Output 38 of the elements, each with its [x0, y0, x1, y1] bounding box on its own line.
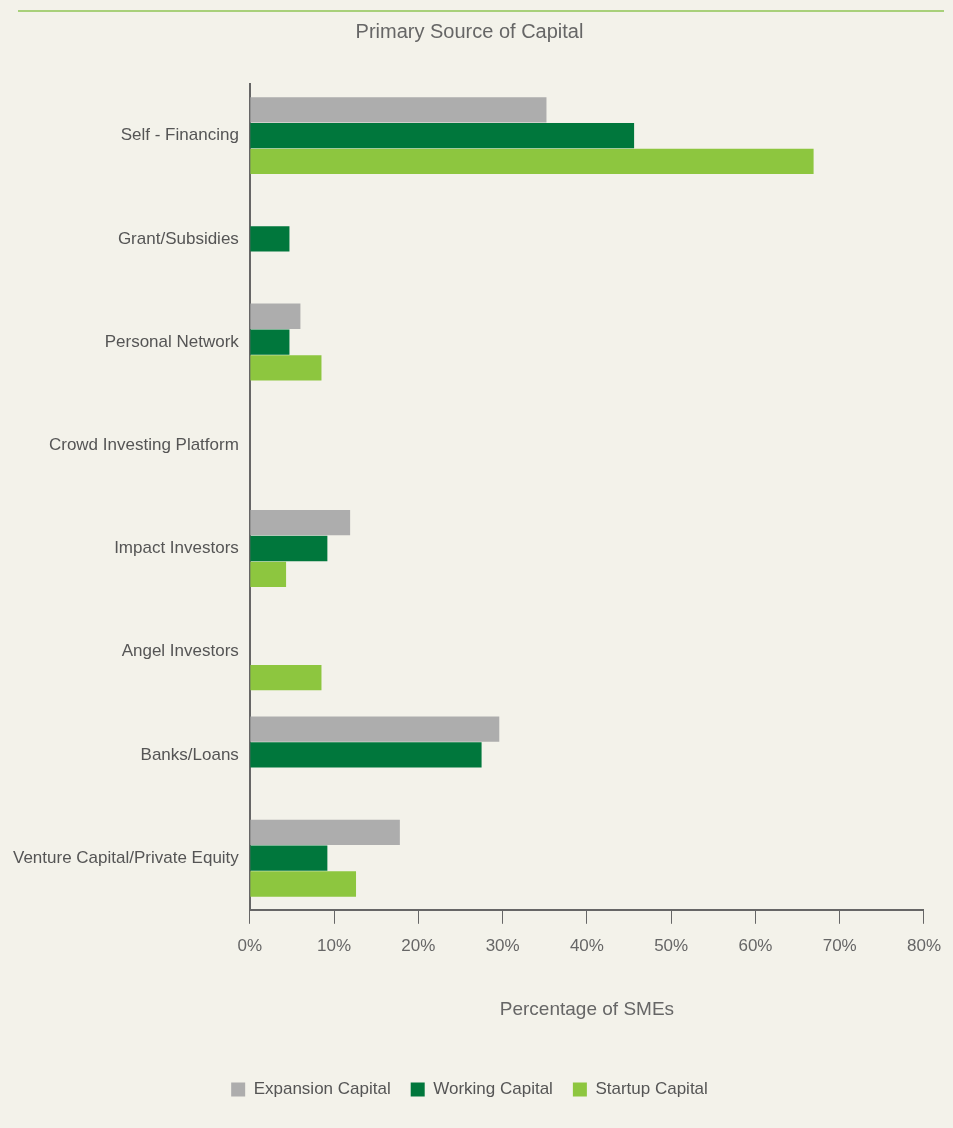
y-tick-label: Venture Capital/Private Equity	[12, 847, 240, 867]
bar	[250, 303, 301, 329]
bar	[250, 226, 290, 252]
y-tick-label: Grant/Subsidies	[117, 228, 239, 248]
x-tick-label: 10%	[317, 935, 352, 955]
legend-label: Startup Capital	[595, 1079, 708, 1099]
x-tick-label: 40%	[569, 935, 604, 955]
bar	[250, 716, 500, 742]
bar	[250, 561, 287, 587]
bar	[250, 510, 351, 536]
y-tick-label: Angel Investors	[121, 641, 239, 661]
x-tick-label: 30%	[485, 935, 520, 955]
y-tick-label: Personal Network	[104, 331, 240, 351]
bar	[250, 871, 357, 897]
bar	[250, 742, 482, 768]
y-tick-label: Impact Investors	[114, 538, 239, 558]
x-tick-label: 20%	[401, 935, 436, 955]
x-tick-label: 70%	[822, 935, 857, 955]
chart-title: Primary Source of Capital	[355, 19, 584, 42]
bar	[250, 535, 328, 562]
y-tick-label: Self - Financing	[120, 125, 239, 145]
bar	[250, 329, 290, 355]
x-tick-label: 50%	[654, 935, 689, 955]
bar	[250, 122, 635, 149]
x-tick-label: 0%	[237, 935, 263, 955]
x-tick-label: 80%	[906, 935, 941, 955]
bar	[250, 355, 322, 381]
bar	[250, 845, 328, 871]
bar	[250, 97, 547, 123]
legend-label: Expansion Capital	[253, 1079, 391, 1099]
bar	[250, 664, 322, 691]
y-tick-label: Crowd Investing Platform	[48, 434, 239, 454]
legend-label: Working Capital	[433, 1079, 553, 1099]
x-tick-label: 60%	[738, 935, 773, 955]
bar	[250, 819, 400, 846]
x-axis-title: Percentage of SMEs	[499, 997, 675, 1019]
bar	[250, 148, 814, 175]
y-tick-label: Banks/Loans	[140, 744, 239, 764]
